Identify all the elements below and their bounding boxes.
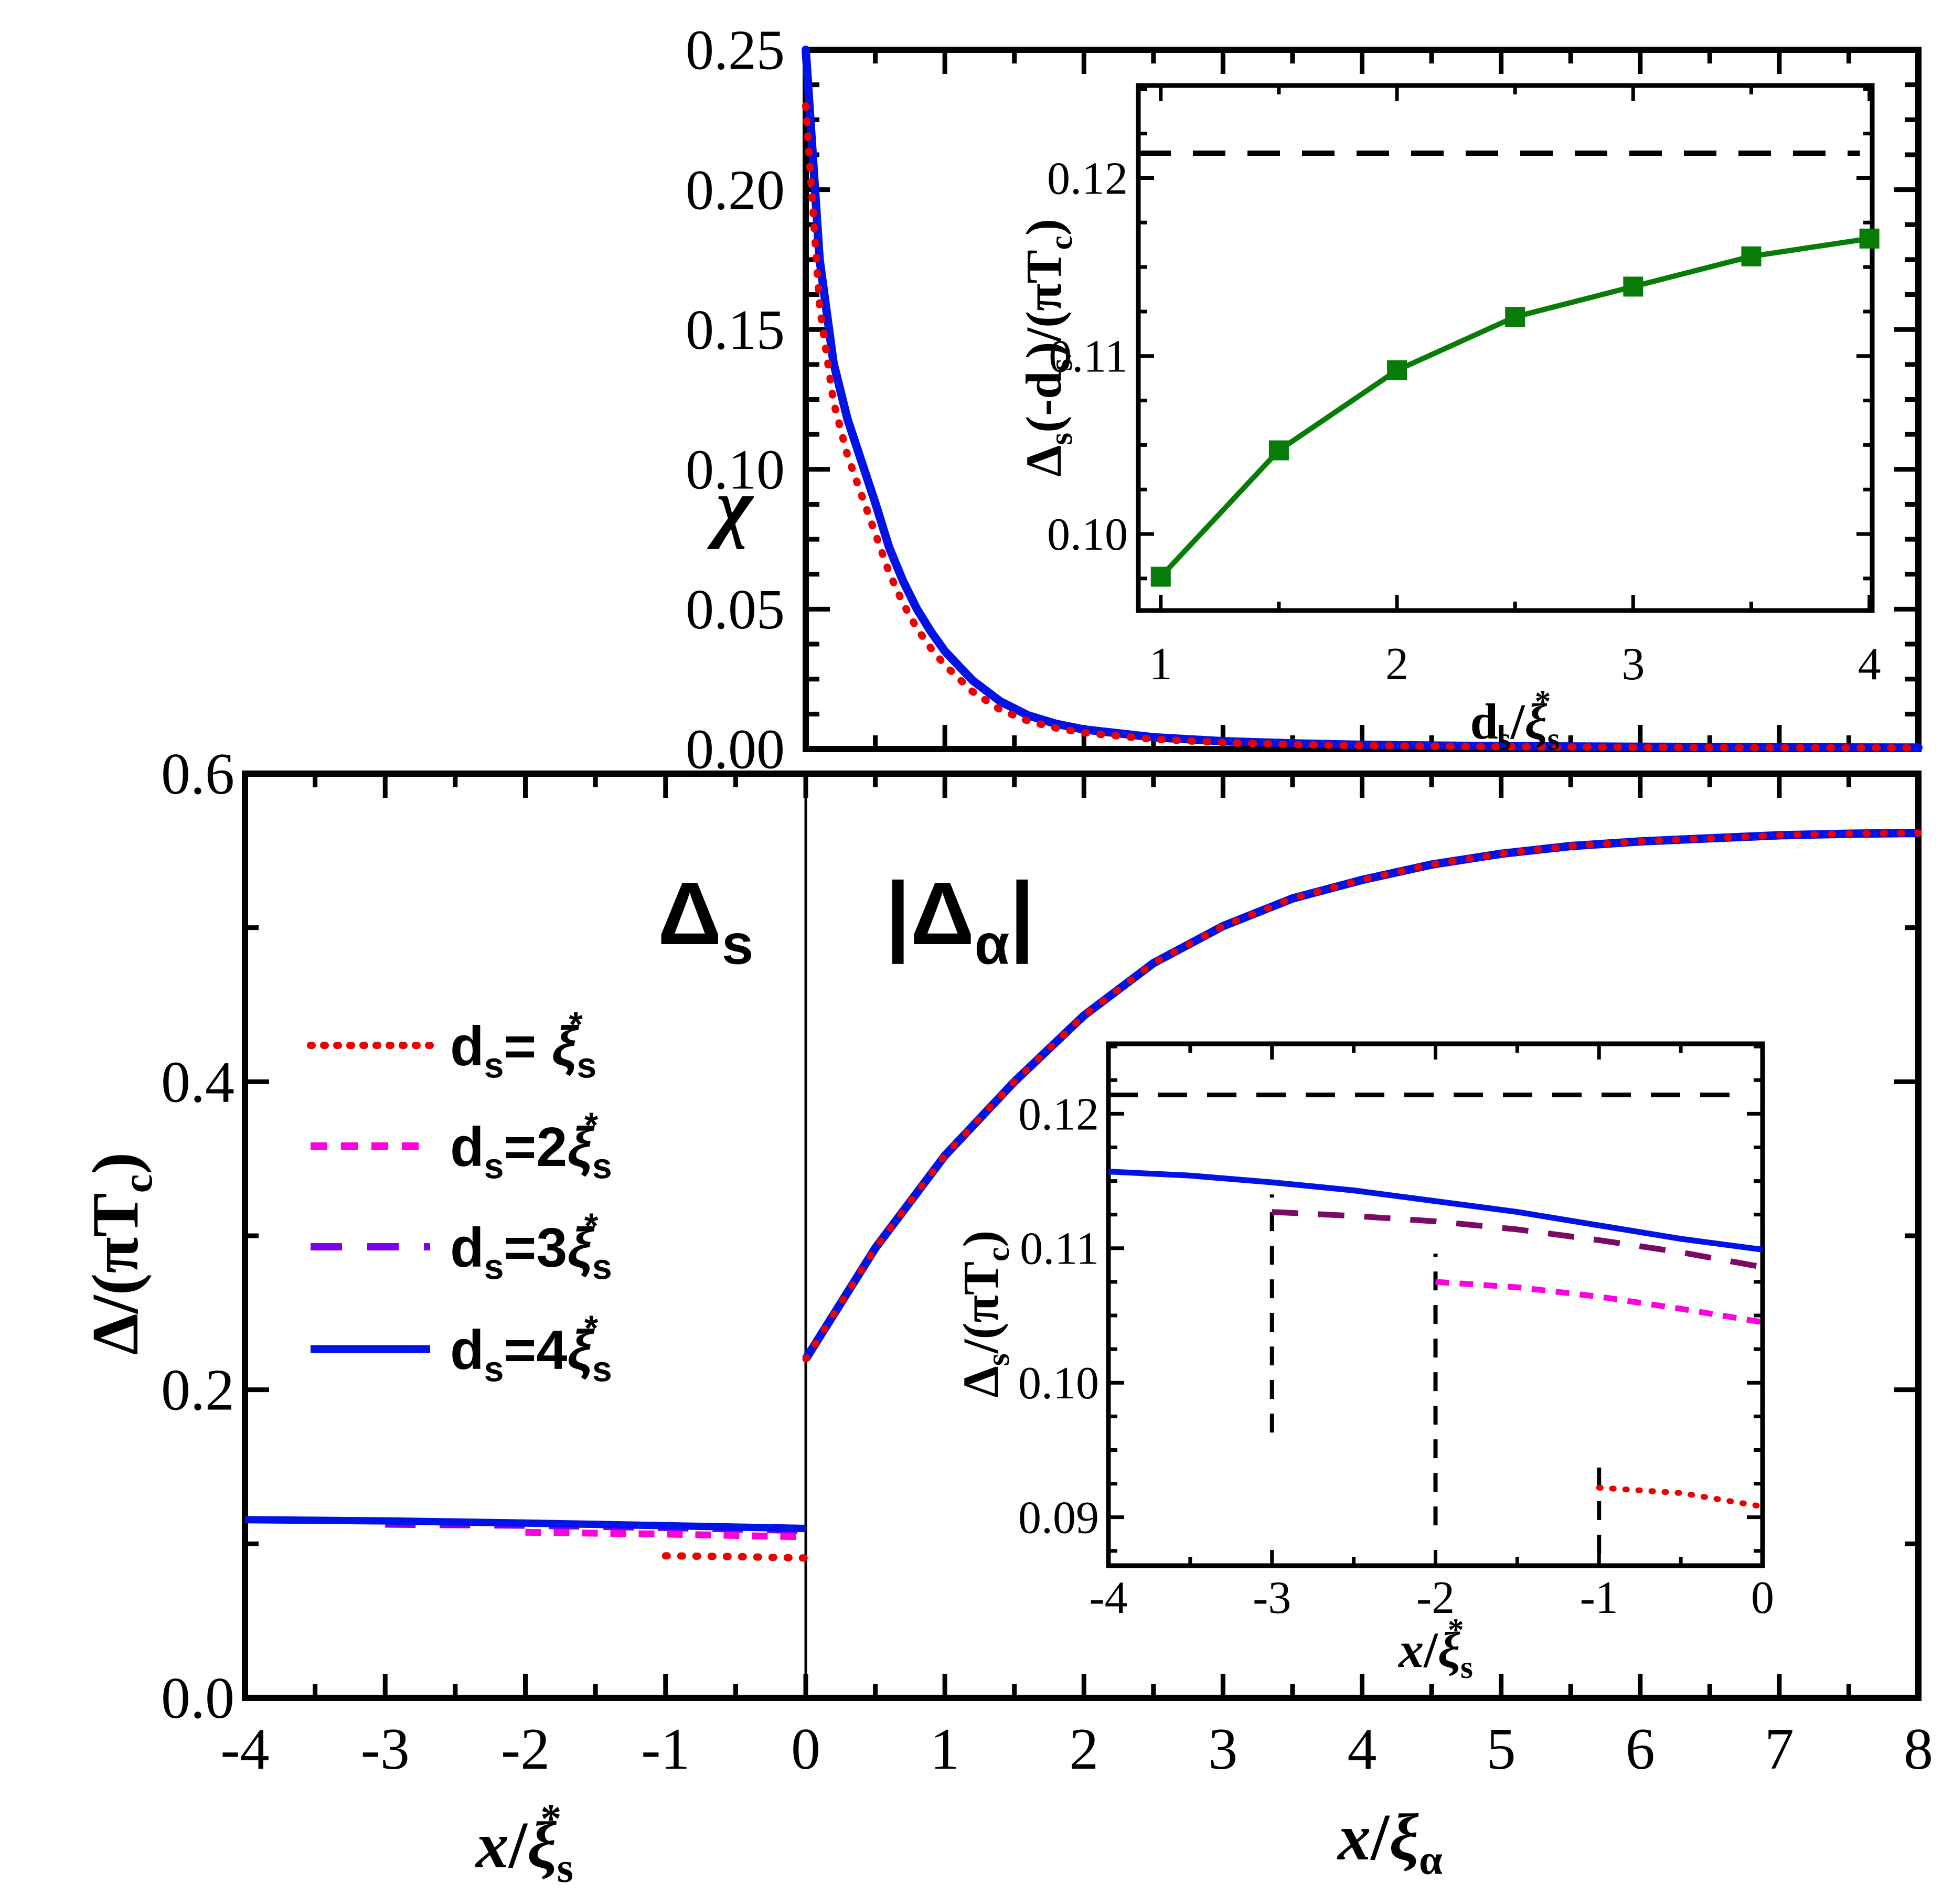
legend-ds-2-label: ds=2ξs* [450, 1106, 612, 1186]
bottom-inset-xtick-label: -1 [1580, 1573, 1618, 1623]
bottom-panel-xtick-label: 0 [791, 1717, 820, 1782]
top-inset-xtick-label: 3 [1621, 639, 1645, 690]
bottom-panel-ytick-label: 0.2 [161, 1358, 234, 1423]
legend-ds-1-label: ds= ξs* [450, 1005, 596, 1085]
marker-delta-s-at-minus-ds [1150, 566, 1171, 587]
bottom-xlabel-right: x/ξα [1337, 1801, 1443, 1884]
series-inset-delta-s-ds3 [1272, 1209, 1763, 1270]
marker-delta-s-at-minus-ds [1623, 276, 1643, 297]
top-inset-ytick-label: 0.12 [1047, 153, 1128, 204]
bottom-panel-ytick-label: 0.4 [161, 1050, 234, 1115]
bottom-inset-xlabel: x/ξs* [1397, 1612, 1473, 1685]
bottom-panel-xtick-label: 3 [1208, 1717, 1237, 1782]
bottom-panel-xtick-label: 4 [1348, 1717, 1377, 1782]
series-delta-s-ds2 [525, 1528, 806, 1541]
marker-delta-s-at-minus-ds [1741, 246, 1762, 266]
bottom-panel-ytick-label: 0.6 [161, 742, 234, 807]
top-inset-ytick-label: 0.10 [1047, 509, 1128, 560]
series-delta-alpha-ds1 [802, 829, 1922, 1363]
bottom-inset-xtick-label: -2 [1416, 1573, 1455, 1623]
bottom-inset-ytick-label: 0.12 [1018, 1089, 1099, 1140]
bottom-panel-xtick-label: 7 [1765, 1717, 1794, 1782]
marker-delta-s-at-minus-ds [1859, 228, 1880, 249]
top-panel-ytick-label: 0.25 [686, 19, 785, 82]
bottom-inset-ylabel: Δs/(πTc) [953, 1231, 1016, 1398]
series-inset-delta-s-ds2 [1435, 1279, 1763, 1325]
bottom-inset-ytick-label: 0.09 [1018, 1493, 1099, 1544]
legend-ds-3-label: ds=3ξs* [450, 1206, 612, 1287]
marker-delta-s-at-minus-ds [1268, 440, 1289, 461]
top-panel: 0.000.050.100.150.200.25χ [686, 19, 1923, 781]
top-panel-ytick-label: 0.20 [686, 159, 785, 221]
bottom-inset-xtick-label: -4 [1089, 1573, 1127, 1623]
marker-delta-s-at-minus-ds [1505, 307, 1525, 327]
bottom-panel-xtick-label: -1 [641, 1717, 690, 1782]
series-delta-s-ds4 [244, 1516, 806, 1532]
bottom-panel-xtick-label: -2 [501, 1717, 550, 1782]
top-inset-xtick-label: 2 [1385, 639, 1408, 690]
top-panel-ytick-label: 0.10 [686, 439, 785, 501]
legend-ds-4-label: ds=4ξs* [450, 1309, 612, 1389]
bottom-panel-xtick-label: 2 [1069, 1717, 1098, 1782]
bottom-inset-ytick-label: 0.10 [1018, 1358, 1099, 1409]
bottom-xlabel-left: x/ξs* [475, 1795, 573, 1891]
bottom-ylabel: Δ/(πTc) [79, 1152, 162, 1355]
bottom-panel-ytick-label: 0.0 [161, 1666, 234, 1731]
top-inset-xtick-label: 4 [1858, 639, 1881, 690]
bottom-panel-xtick-label: 8 [1904, 1717, 1933, 1782]
bottom-inset-xtick-label: 0 [1751, 1573, 1774, 1623]
top-panel-ytick-label: 0.05 [686, 579, 785, 641]
bottom-panel-xtick-label: -3 [361, 1717, 410, 1782]
top-inset: 1 2 3 4 0.10 0.11 0.12 Δs(-ds)/(πTc) ds/ξs* [1016, 83, 1881, 757]
top-panel-ytick-label: 0.15 [686, 299, 785, 361]
bottom-inset-ytick-label: 0.11 [1020, 1224, 1099, 1275]
top-inset-frame [1136, 83, 1875, 613]
bottom-panel: -4 -3 -2 -1 0 1 2 3 4 5 6 7 8 0.0 0.2 0.4 0.6 Δ/(πTc) x/ξs… [79, 742, 1933, 1891]
region-label-delta-alpha: |Δα| [885, 864, 1034, 976]
bottom-panel-xtick-label: 1 [930, 1717, 959, 1782]
marker-delta-s-at-minus-ds [1387, 360, 1407, 380]
bottom-panel-xtick-label: 6 [1626, 1717, 1655, 1782]
bottom-panel-xtick-label: 5 [1487, 1717, 1516, 1782]
top-panel-ytick-label: 0.00 [686, 719, 785, 781]
series-inset-delta-s-ds1 [1596, 1484, 1766, 1510]
bottom-inset-xtick-label: -3 [1253, 1573, 1291, 1623]
top-inset-xtick-label: 1 [1149, 639, 1172, 690]
bottom-panel-xtick-label: -4 [220, 1717, 269, 1782]
region-label-delta-s: Δs [658, 864, 754, 976]
series-chi-ds-1xis [802, 102, 1922, 752]
bottom-panel-legend: ds= ξs* ds=2ξs* ds=3ξs* ds=4ξs* [307, 1005, 612, 1389]
bottom-inset: -4 -3 -2 -1 0 0.09 0.10 0.11 0.12 Δs/(πTc) x/ξs* [953, 1041, 1774, 1685]
top-inset-ytick-label: 0.11 [1049, 331, 1128, 382]
series-inset-delta-s-ds4 [1108, 1169, 1763, 1253]
top-inset-xlabel: ds/ξs* [1470, 684, 1560, 757]
top-inset-ylabel: Δs(-ds)/(πTc) [1016, 219, 1079, 477]
